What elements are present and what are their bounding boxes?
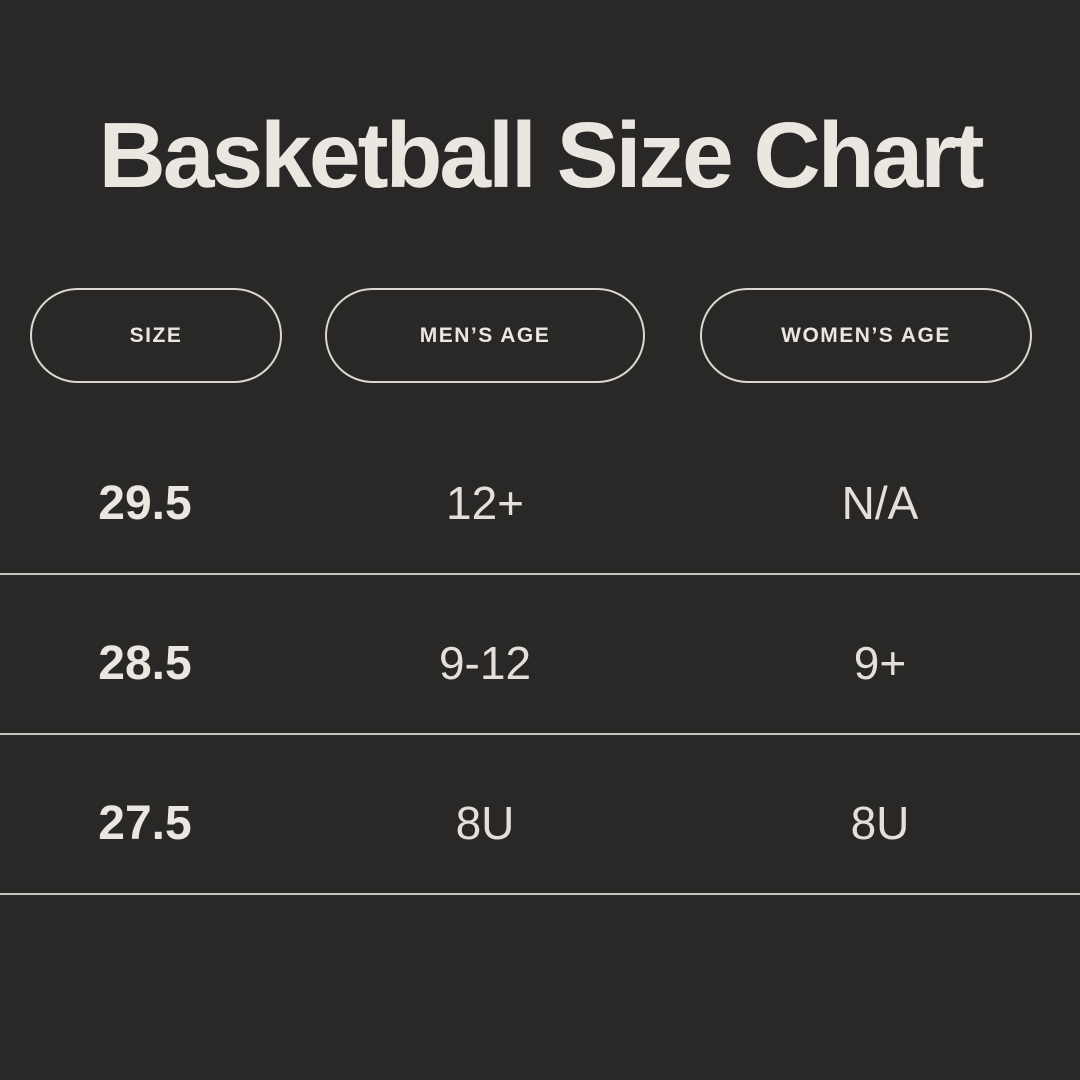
mens-age-value: 8U — [455, 797, 515, 849]
page-title: Basketball Size Chart — [98, 103, 985, 207]
mens-age-value: 9-12 — [438, 637, 532, 689]
header-label-mens-age: MEN’S AGE — [419, 323, 551, 347]
table-row: 27.5 8U 8U — [0, 735, 1080, 895]
header-label-size: SIZE — [129, 323, 183, 347]
size-value: 29.5 — [98, 476, 192, 530]
womens-age-value: N/A — [841, 477, 919, 529]
table-row: 28.5 9-12 9+ — [0, 575, 1080, 735]
header-pill-size: SIZE — [30, 288, 282, 383]
column-headers: SIZE MEN’S AGE WOMEN’S AGE — [0, 288, 1080, 383]
size-value: 28.5 — [98, 636, 192, 690]
header-label-womens-age: WOMEN’S AGE — [781, 323, 951, 347]
womens-age-value: 9+ — [853, 637, 907, 689]
header-pill-womens-age: WOMEN’S AGE — [700, 288, 1032, 383]
mens-age-value: 12+ — [445, 477, 525, 529]
header-pill-mens-age: MEN’S AGE — [325, 288, 645, 383]
size-value: 27.5 — [98, 796, 192, 850]
table-row: 29.5 12+ N/A — [0, 415, 1080, 575]
womens-age-value: 8U — [850, 797, 910, 849]
size-table: 29.5 12+ N/A 28.5 9-12 9+ 27.5 8U 8U — [0, 415, 1080, 895]
